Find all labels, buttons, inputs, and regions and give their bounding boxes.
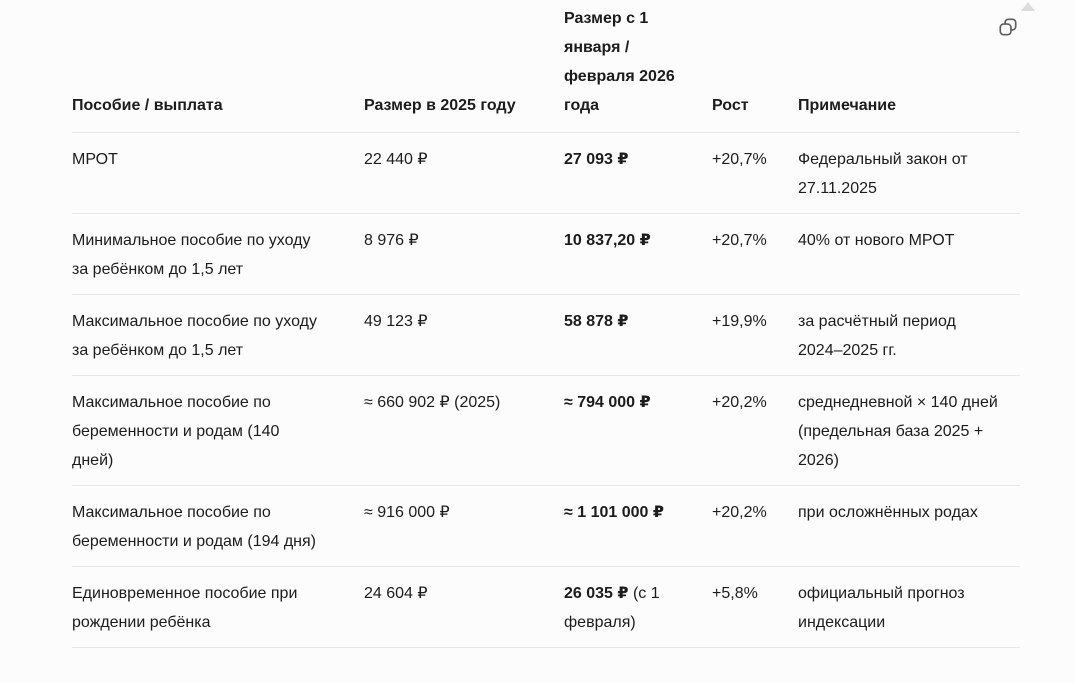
size-2025-value: 24 604 ₽ xyxy=(364,566,564,648)
size-2025-value: ≈ 916 000 ₽ xyxy=(364,485,564,567)
benefit-name: Максимальное пособие по беременности и р… xyxy=(72,375,364,486)
table-row: Единовременное пособие при рождении ребё… xyxy=(72,566,1020,648)
benefit-name: Единовременное пособие при рождении ребё… xyxy=(72,566,364,648)
size-2026-value: 10 837,20 ₽ xyxy=(564,213,712,295)
growth-value: +20,2% xyxy=(712,375,798,486)
copy-icon xyxy=(999,18,1017,36)
benefit-name: МРОТ xyxy=(72,132,364,214)
table-row: Максимальное пособие по уходу за ребёнко… xyxy=(72,294,1020,376)
growth-value: +5,8% xyxy=(712,566,798,648)
note-text: 40% от нового МРОТ xyxy=(798,213,1020,295)
benefit-name: Максимальное пособие по уходу за ребёнко… xyxy=(72,294,364,376)
growth-value: +20,7% xyxy=(712,213,798,295)
growth-value: +19,9% xyxy=(712,294,798,376)
benefit-name: Минимальное пособие по уходу за ребёнком… xyxy=(72,213,364,295)
column-header-growth: Рост xyxy=(712,97,749,114)
note-text: Федеральный закон от 27.11.2025 xyxy=(798,132,1020,214)
table-row: Максимальное пособие по беременности и р… xyxy=(72,485,1020,567)
size-2026-value: 27 093 ₽ xyxy=(564,132,712,214)
column-header-benefit: Пособие / выплата xyxy=(72,97,223,114)
table-row: Минимальное пособие по уходу за ребёнком… xyxy=(72,213,1020,295)
benefits-table: Пособие / выплата Размер в 2025 году Раз… xyxy=(72,0,1020,648)
size-2026-value: ≈ 1 101 000 ₽ xyxy=(564,485,712,567)
column-header-size-2026: Размер с 1 января / февраля 2026 года xyxy=(564,10,675,114)
table-row: МРОТ 22 440 ₽ 27 093 ₽ +20,7% Федеральны… xyxy=(72,132,1020,214)
size-2025-value: 8 976 ₽ xyxy=(364,213,564,295)
size-2025-value: 22 440 ₽ xyxy=(364,132,564,214)
triangle-up-icon xyxy=(1021,2,1035,11)
size-2026-value: 58 878 ₽ xyxy=(564,294,712,376)
size-2025-value: 49 123 ₽ xyxy=(364,294,564,376)
note-text: при осложнённых родах xyxy=(798,485,1020,567)
table-header-row: Пособие / выплата Размер в 2025 году Раз… xyxy=(72,0,1020,133)
growth-value: +20,7% xyxy=(712,132,798,214)
note-text: официальный прогноз индексации xyxy=(798,566,1020,648)
note-text: среднедневной × 140 дней (предельная баз… xyxy=(798,375,1020,486)
copy-button[interactable] xyxy=(993,12,1023,42)
table-row: Максимальное пособие по беременности и р… xyxy=(72,375,1020,486)
column-header-size-2025: Размер в 2025 году xyxy=(364,97,516,114)
column-header-note: Примечание xyxy=(798,97,897,114)
size-2026-value: ≈ 794 000 ₽ xyxy=(564,375,712,486)
benefit-name: Максимальное пособие по беременности и р… xyxy=(72,485,364,567)
note-text: за расчётный период 2024–2025 гг. xyxy=(798,294,1020,376)
size-2026-value: 26 035 ₽ (с 1 февраля) xyxy=(564,566,712,648)
size-2025-value: ≈ 660 902 ₽ (2025) xyxy=(364,375,564,486)
growth-value: +20,2% xyxy=(712,485,798,567)
